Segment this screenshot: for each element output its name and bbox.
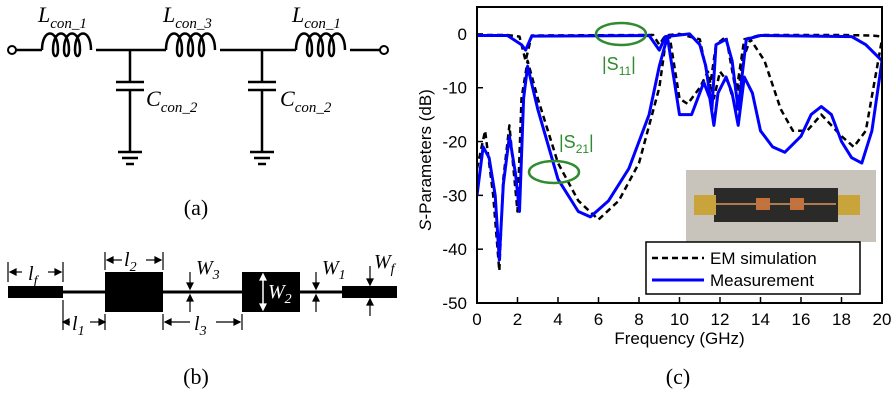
legend-label: Measurement	[710, 271, 814, 290]
x-tick-label: 10	[670, 310, 689, 329]
legend-label: EM simulation	[710, 249, 817, 268]
y-tick-label: -30	[442, 186, 467, 205]
wide-section-left	[105, 272, 163, 312]
legend-box	[645, 241, 861, 295]
series-line	[477, 32, 882, 95]
x-tick-label: 8	[634, 310, 643, 329]
s11-label: |S11|	[602, 54, 636, 78]
feed-line-left	[8, 286, 63, 298]
port-left	[7, 45, 17, 55]
capacitor-2-label: Ccon_2	[280, 86, 332, 116]
circuit-schematic	[7, 32, 389, 166]
series-line	[477, 33, 882, 272]
caption-a: (a)	[184, 195, 208, 220]
feed-line-right	[342, 286, 397, 298]
y-axis-label: S-Parameters (dB)	[416, 89, 435, 231]
connector-left	[694, 195, 716, 215]
series-line	[477, 35, 882, 262]
y-tick-label: -10	[442, 79, 467, 98]
inductor-1-coil	[40, 32, 93, 58]
dim-w1: W1	[322, 257, 346, 283]
caption-b: (b)	[183, 364, 209, 389]
dim-l3: l3	[194, 313, 207, 339]
caption-c: (c)	[666, 364, 690, 389]
y-tick-label: -50	[442, 294, 467, 313]
wide-section-right	[242, 272, 300, 312]
capacitor-2-symbol	[248, 50, 276, 166]
dim-l2: l2	[124, 249, 137, 275]
x-tick-label: 18	[832, 310, 851, 329]
inductor-3-coil	[164, 32, 217, 58]
inductor-1b-label: Lcon_1	[291, 2, 341, 32]
inductor-1-label: Lcon_1	[37, 2, 87, 32]
s21-label: |S21|	[559, 132, 594, 156]
x-tick-label: 6	[594, 310, 603, 329]
plot-area	[477, 32, 882, 272]
s11-ellipse	[594, 21, 648, 47]
x-tick-label: 2	[513, 310, 522, 329]
capacitor-1-symbol	[116, 50, 144, 166]
dim-w3: W3	[196, 257, 220, 283]
device-photo	[686, 170, 876, 242]
y-tick-label: 0	[458, 25, 467, 44]
connector-right	[838, 195, 860, 215]
x-tick-label: 16	[792, 310, 811, 329]
capacitor-1-label: Ccon_2	[146, 86, 198, 116]
dim-wf: Wf	[374, 251, 397, 277]
y-tick-label: -40	[442, 240, 467, 259]
inductor-3-label: Lcon_3	[162, 2, 212, 32]
x-tick-label: 14	[751, 310, 770, 329]
inductor-1b-coil	[294, 32, 347, 58]
dim-w2: W2	[268, 281, 292, 307]
x-tick-label: 4	[553, 310, 562, 329]
dim-lf: lf	[28, 263, 40, 289]
x-tick-label: 20	[873, 310, 892, 329]
microstrip-layout	[8, 272, 397, 312]
x-axis-label: Frequency (GHz)	[614, 329, 744, 348]
x-tick-label: 0	[472, 310, 481, 329]
s21-ellipse	[527, 159, 581, 185]
dim-l1: l1	[72, 313, 85, 339]
x-tick-label: 12	[711, 310, 730, 329]
series-line	[477, 32, 882, 111]
port-right	[379, 45, 389, 55]
dimension-markers	[7, 252, 374, 330]
plot-frame	[476, 6, 883, 304]
y-tick-label: -20	[442, 133, 467, 152]
s-parameter-chart: 0 2 4 6 8 10 12 14 16 18 20 0 -10 -20 -30 -40 -50 EM simu…	[416, 6, 892, 348]
